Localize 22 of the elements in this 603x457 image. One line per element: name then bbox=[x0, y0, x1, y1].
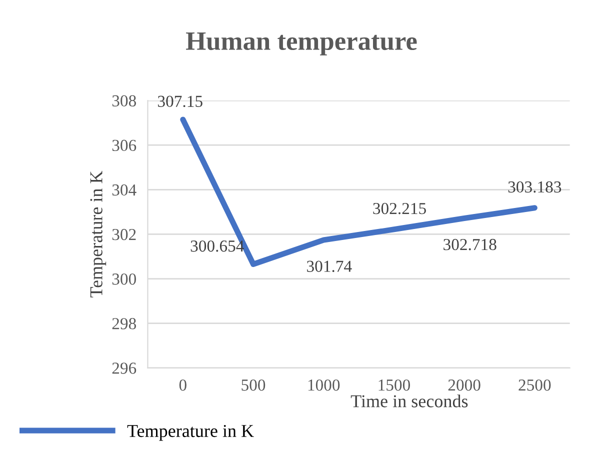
y-tick-label: 300 bbox=[112, 273, 136, 285]
chart-title: Human temperature bbox=[186, 32, 417, 56]
data-label: 301.74 bbox=[307, 260, 352, 272]
y-tick-label: 308 bbox=[112, 95, 136, 106]
y-tick-label: 296 bbox=[112, 362, 136, 374]
x-tick-label: 2500 bbox=[518, 379, 551, 391]
x-tick-label: 0 bbox=[179, 379, 186, 391]
x-axis-title: Time in seconds bbox=[350, 394, 468, 408]
x-tick-label: 500 bbox=[242, 379, 266, 391]
y-tick-label: 298 bbox=[112, 318, 136, 330]
data-label: 307.15 bbox=[158, 96, 202, 108]
x-tick-label: 2000 bbox=[448, 379, 480, 391]
y-tick-label: 302 bbox=[112, 228, 136, 240]
data-label: 302.215 bbox=[373, 202, 426, 214]
x-tick-label: 1000 bbox=[308, 379, 340, 391]
y-tick-label: 306 bbox=[112, 140, 136, 152]
data-label: 302.718 bbox=[444, 238, 496, 250]
text: Temperature in K bbox=[127, 424, 254, 441]
x-tick-label: 1500 bbox=[378, 379, 410, 391]
y-tick-label: 304 bbox=[112, 184, 136, 196]
y-axis-title: Temperature in K bbox=[90, 170, 106, 298]
data-label: 303.183 bbox=[508, 181, 562, 193]
